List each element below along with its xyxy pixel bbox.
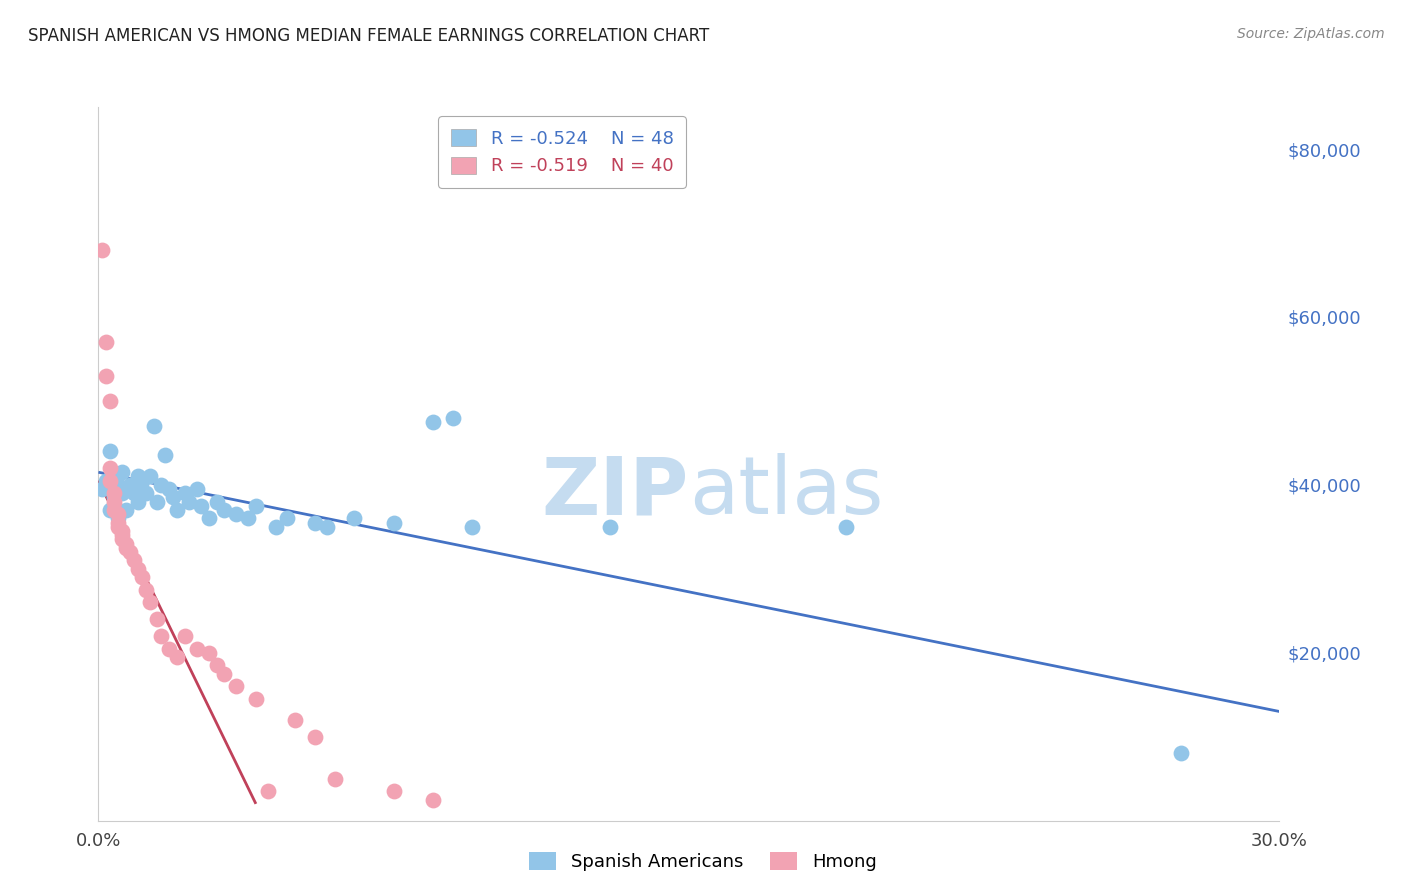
- Text: Source: ZipAtlas.com: Source: ZipAtlas.com: [1237, 27, 1385, 41]
- Point: [103, 494, 125, 508]
- Point: [111, 524, 134, 538]
- Point: [135, 486, 157, 500]
- Point: [382, 784, 405, 798]
- Point: [225, 679, 247, 693]
- Point: [96, 474, 118, 488]
- Point: [186, 482, 208, 496]
- Point: [115, 503, 138, 517]
- Point: [107, 511, 129, 525]
- Point: [205, 658, 228, 673]
- Point: [107, 520, 129, 534]
- Point: [157, 482, 180, 496]
- Point: [111, 528, 134, 542]
- Point: [461, 520, 484, 534]
- Point: [138, 469, 160, 483]
- Point: [1170, 747, 1192, 761]
- Point: [157, 641, 180, 656]
- Point: [166, 649, 188, 664]
- Point: [96, 335, 118, 350]
- Point: [284, 713, 307, 727]
- Point: [138, 595, 160, 609]
- Point: [122, 486, 145, 500]
- Point: [225, 507, 247, 521]
- Point: [103, 486, 125, 500]
- Point: [111, 465, 134, 479]
- Point: [264, 520, 287, 534]
- Point: [111, 533, 134, 547]
- Point: [422, 415, 444, 429]
- Point: [150, 629, 173, 643]
- Point: [98, 503, 121, 517]
- Point: [245, 692, 267, 706]
- Point: [146, 494, 169, 508]
- Point: [103, 503, 125, 517]
- Point: [150, 478, 173, 492]
- Point: [96, 368, 118, 383]
- Point: [98, 393, 121, 408]
- Point: [315, 520, 337, 534]
- Point: [177, 494, 200, 508]
- Point: [835, 520, 858, 534]
- Legend: R = -0.524    N = 48, R = -0.519    N = 40: R = -0.524 N = 48, R = -0.519 N = 40: [439, 116, 686, 188]
- Point: [127, 562, 149, 576]
- Point: [162, 491, 184, 505]
- Point: [122, 553, 145, 567]
- Point: [304, 730, 326, 744]
- Point: [107, 507, 129, 521]
- Point: [91, 243, 114, 257]
- Point: [103, 469, 125, 483]
- Point: [115, 541, 138, 555]
- Text: ZIP: ZIP: [541, 453, 689, 532]
- Point: [115, 536, 138, 550]
- Point: [236, 511, 259, 525]
- Point: [107, 516, 129, 530]
- Point: [276, 511, 298, 525]
- Point: [166, 503, 188, 517]
- Point: [91, 482, 114, 496]
- Point: [98, 461, 121, 475]
- Point: [155, 449, 177, 463]
- Point: [118, 478, 141, 492]
- Point: [343, 511, 366, 525]
- Point: [186, 641, 208, 656]
- Point: [245, 499, 267, 513]
- Point: [304, 516, 326, 530]
- Legend: Spanish Americans, Hmong: Spanish Americans, Hmong: [522, 846, 884, 879]
- Point: [323, 772, 346, 786]
- Point: [256, 784, 278, 798]
- Point: [115, 482, 138, 496]
- Point: [98, 444, 121, 458]
- Point: [131, 570, 153, 584]
- Point: [197, 511, 219, 525]
- Point: [441, 410, 464, 425]
- Point: [422, 792, 444, 806]
- Point: [214, 503, 236, 517]
- Point: [382, 516, 405, 530]
- Point: [103, 491, 125, 505]
- Point: [135, 582, 157, 597]
- Point: [190, 499, 212, 513]
- Text: SPANISH AMERICAN VS HMONG MEDIAN FEMALE EARNINGS CORRELATION CHART: SPANISH AMERICAN VS HMONG MEDIAN FEMALE …: [28, 27, 710, 45]
- Point: [127, 494, 149, 508]
- Point: [174, 629, 197, 643]
- Y-axis label: Median Female Earnings: Median Female Earnings: [0, 362, 8, 566]
- Point: [127, 469, 149, 483]
- Point: [142, 419, 165, 434]
- Point: [197, 646, 219, 660]
- Point: [111, 486, 134, 500]
- Point: [107, 478, 129, 492]
- Point: [214, 666, 236, 681]
- Point: [146, 612, 169, 626]
- Point: [174, 486, 197, 500]
- Point: [599, 520, 621, 534]
- Text: atlas: atlas: [689, 453, 883, 532]
- Point: [98, 474, 121, 488]
- Point: [118, 545, 141, 559]
- Point: [131, 474, 153, 488]
- Point: [205, 494, 228, 508]
